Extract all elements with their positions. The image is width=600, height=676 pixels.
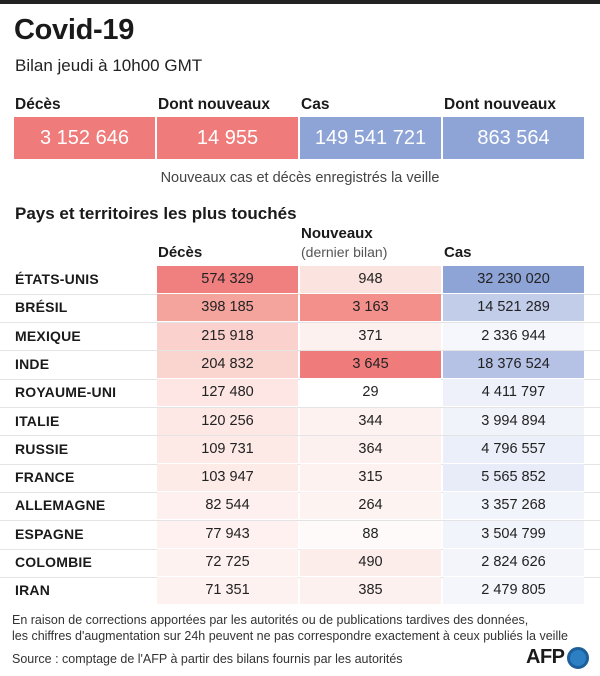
row-cases: 5 565 852 xyxy=(443,464,584,492)
summary-deaths-value: 3 152 646 xyxy=(40,126,129,149)
table-title: Pays et territoires les plus touchés xyxy=(15,204,297,223)
row-country: BRÉSIL xyxy=(15,299,68,316)
afp-globe-icon xyxy=(566,646,589,669)
summary-cases-label: Cas xyxy=(301,96,330,113)
row-country: INDE xyxy=(15,355,50,372)
afp-logo: AFP xyxy=(526,646,589,669)
row-new: 3 645 xyxy=(300,350,441,378)
col-head-cases: Cas xyxy=(444,244,472,261)
row-deaths: 109 731 xyxy=(157,435,298,463)
row-new: 3 163 xyxy=(300,294,441,322)
row-cases: 2 824 626 xyxy=(443,549,584,576)
summary-cases-new-value: 863 564 xyxy=(477,126,550,149)
row-new: 29 xyxy=(300,379,441,407)
table-row: ESPAGNE 77 943 88 3 504 799 xyxy=(0,520,600,548)
row-deaths: 72 725 xyxy=(157,549,298,576)
row-country: RUSSIE xyxy=(15,440,69,457)
row-cases: 32 230 020 xyxy=(443,266,584,293)
row-new: 344 xyxy=(300,407,441,435)
footer-note-line-1: En raison de corrections apportées par l… xyxy=(12,613,529,627)
table-row: ROYAUME-UNI 127 480 29 4 411 797 xyxy=(0,379,600,407)
summary-note: Nouveaux cas et décès enregistrés la vei… xyxy=(160,170,440,186)
row-country: ÉTATS-UNIS xyxy=(15,271,99,287)
page-subtitle: Bilan jeudi à 10h00 GMT xyxy=(15,56,203,75)
row-deaths: 574 329 xyxy=(157,266,298,293)
table-row: MEXIQUE 215 918 371 2 336 944 xyxy=(0,322,600,350)
row-cases: 4 796 557 xyxy=(443,435,584,463)
row-country: ALLEMAGNE xyxy=(15,497,106,514)
table-row: FRANCE 103 947 315 5 565 852 xyxy=(0,464,600,492)
row-deaths: 77 943 xyxy=(157,520,298,548)
table-row: IRAN 71 351 385 2 479 805 xyxy=(0,577,600,605)
table-row: ALLEMAGNE 82 544 264 3 357 268 xyxy=(0,492,600,520)
row-new: 385 xyxy=(300,577,441,605)
row-cases: 3 357 268 xyxy=(443,492,584,520)
row-new: 948 xyxy=(300,266,441,293)
col-head-deaths: Décès xyxy=(158,244,203,261)
table-row: ITALIE 120 256 344 3 994 894 xyxy=(0,407,600,435)
footer-source: Source : comptage de l'AFP à partir des … xyxy=(12,652,403,666)
row-new: 264 xyxy=(300,492,441,520)
row-new: 371 xyxy=(300,322,441,350)
row-deaths: 103 947 xyxy=(157,464,298,492)
row-cases: 3 994 894 xyxy=(443,407,584,435)
summary-deaths-new-box: 14 955 xyxy=(157,117,298,159)
table-row: INDE 204 832 3 645 18 376 524 xyxy=(0,350,600,378)
top-rule xyxy=(0,0,600,4)
summary-cases-value: 149 541 721 xyxy=(314,126,427,149)
row-country: COLOMBIE xyxy=(15,554,93,570)
row-cases: 18 376 524 xyxy=(443,350,584,378)
row-deaths: 127 480 xyxy=(157,379,298,407)
col-head-new-sub: (dernier bilan) xyxy=(301,244,388,260)
summary-cases-new-label: Dont nouveaux xyxy=(444,96,556,113)
summary-deaths-box: 3 152 646 xyxy=(14,117,155,159)
summary-deaths-new-label: Dont nouveaux xyxy=(158,96,270,113)
col-head-new: Nouveaux xyxy=(301,225,373,242)
row-deaths: 120 256 xyxy=(157,407,298,435)
row-country: FRANCE xyxy=(15,469,75,486)
summary-cases-box: 149 541 721 xyxy=(300,117,441,159)
row-cases: 2 336 944 xyxy=(443,322,584,350)
table-row: RUSSIE 109 731 364 4 796 557 xyxy=(0,435,600,463)
row-country: ESPAGNE xyxy=(15,525,84,542)
row-cases: 14 521 289 xyxy=(443,294,584,322)
row-cases: 2 479 805 xyxy=(443,577,584,605)
page-title: Covid-19 xyxy=(14,14,135,46)
row-new: 88 xyxy=(300,520,441,548)
row-new: 364 xyxy=(300,435,441,463)
row-cases: 3 504 799 xyxy=(443,520,584,548)
summary-deaths-new-value: 14 955 xyxy=(196,126,259,149)
table-row: BRÉSIL 398 185 3 163 14 521 289 xyxy=(0,294,600,322)
row-country: IRAN xyxy=(15,582,51,599)
footer-note-line-2: les chiffres d'augmentation sur 24h peuv… xyxy=(12,629,568,643)
row-cases: 4 411 797 xyxy=(443,379,584,407)
row-new: 490 xyxy=(300,549,441,576)
table-row: COLOMBIE 72 725 490 2 824 626 xyxy=(0,549,600,576)
summary-deaths-label: Décès xyxy=(15,96,61,113)
row-deaths: 71 351 xyxy=(157,577,298,605)
row-country: ITALIE xyxy=(15,412,60,429)
row-deaths: 204 832 xyxy=(157,350,298,378)
row-deaths: 82 544 xyxy=(157,492,298,520)
row-country: ROYAUME-UNI xyxy=(15,384,117,401)
summary-cases-new-box: 863 564 xyxy=(443,117,584,159)
afp-logo-text: AFP xyxy=(526,646,565,668)
row-new: 315 xyxy=(300,464,441,492)
row-deaths: 215 918 xyxy=(157,322,298,350)
table-row: ÉTATS-UNIS 574 329 948 32 230 020 xyxy=(0,266,600,293)
row-country: MEXIQUE xyxy=(15,327,81,344)
row-deaths: 398 185 xyxy=(157,294,298,322)
